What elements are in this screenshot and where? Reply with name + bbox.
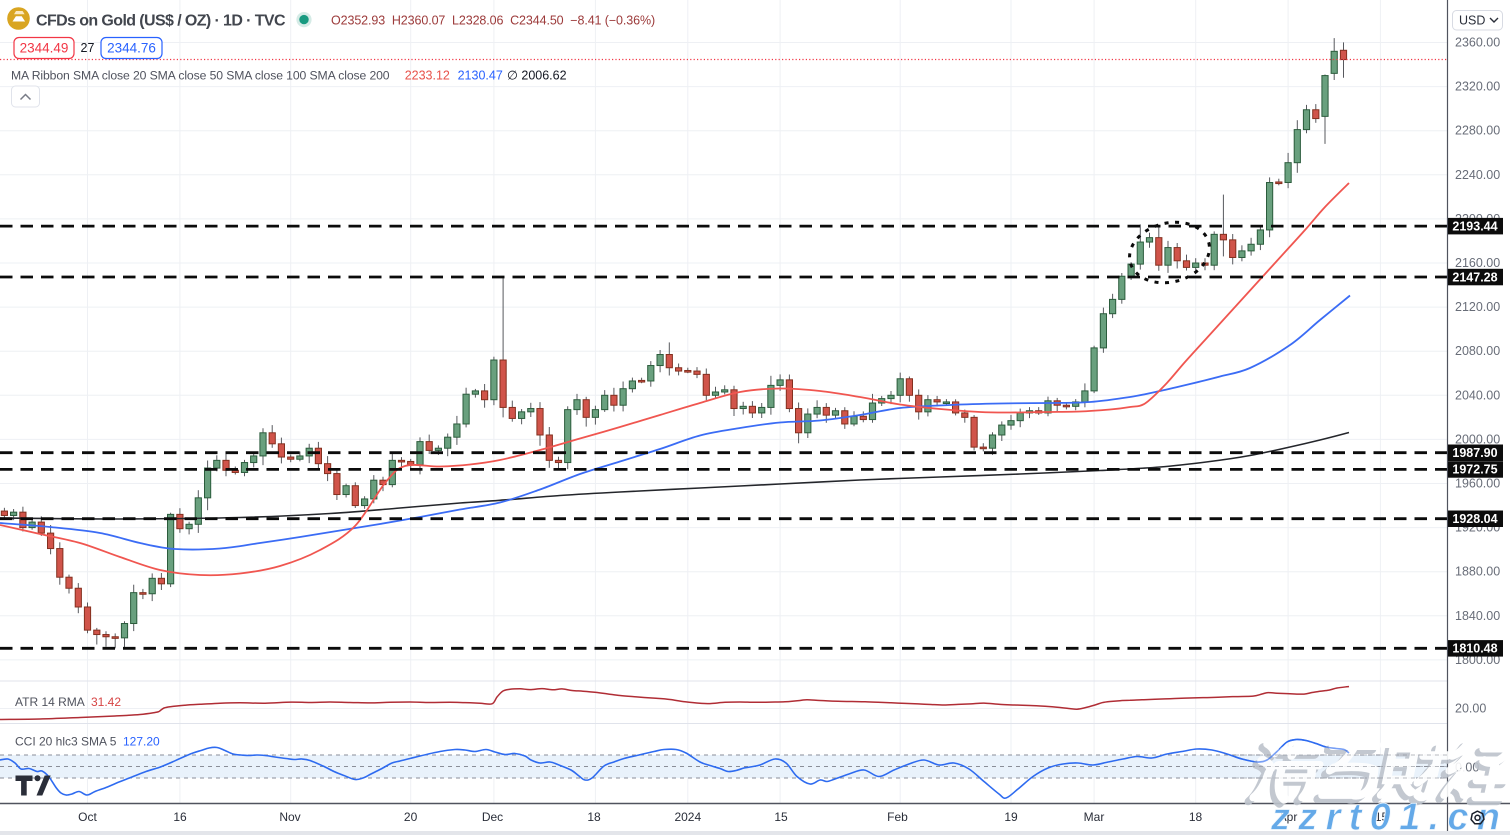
svg-text:1880.00: 1880.00 xyxy=(1455,565,1500,579)
svg-text:15: 15 xyxy=(774,810,788,824)
svg-text:2080.00: 2080.00 xyxy=(1455,344,1500,358)
svg-text:127.20: 127.20 xyxy=(123,735,160,749)
svg-text:2240.00: 2240.00 xyxy=(1455,168,1500,182)
svg-text:2000.00: 2000.00 xyxy=(1455,432,1500,446)
svg-text:15: 15 xyxy=(1375,810,1389,824)
svg-text:18: 18 xyxy=(1189,810,1203,824)
svg-text:2160.00: 2160.00 xyxy=(1455,256,1500,270)
svg-text:Mar: Mar xyxy=(1084,810,1105,824)
svg-text:Dec: Dec xyxy=(482,810,503,824)
svg-text:2280.00: 2280.00 xyxy=(1455,124,1500,138)
svg-text:2130.47: 2130.47 xyxy=(458,69,503,83)
svg-text:19: 19 xyxy=(1004,810,1018,824)
svg-text:2344.76: 2344.76 xyxy=(107,41,156,56)
svg-text:2024: 2024 xyxy=(674,810,701,824)
svg-text:1960.00: 1960.00 xyxy=(1455,477,1500,491)
svg-text:1972.75: 1972.75 xyxy=(1452,463,1497,477)
svg-text:27: 27 xyxy=(81,41,95,55)
svg-text:2344.49: 2344.49 xyxy=(20,41,69,56)
svg-text:Nov: Nov xyxy=(279,810,300,824)
svg-text:zzrt01.cn: zzrt01.cn xyxy=(1270,797,1508,836)
svg-text:∅ 2006.62: ∅ 2006.62 xyxy=(507,69,567,83)
svg-text:2040.00: 2040.00 xyxy=(1455,388,1500,402)
svg-text:20.00: 20.00 xyxy=(1455,702,1486,716)
svg-text:31.42: 31.42 xyxy=(91,695,121,709)
svg-text:CFDs on Gold (US$ / OZ) · 1D ·: CFDs on Gold (US$ / OZ) · 1D · TVC xyxy=(36,13,286,30)
svg-text:2120.00: 2120.00 xyxy=(1455,300,1500,314)
svg-text:2147.28: 2147.28 xyxy=(1452,270,1497,284)
svg-text:2233.12: 2233.12 xyxy=(405,69,450,83)
svg-text:MA Ribbon SMA close 20 SMA clo: MA Ribbon SMA close 20 SMA close 50 SMA … xyxy=(11,69,390,83)
svg-text:Oct: Oct xyxy=(78,810,97,824)
svg-text:1810.48: 1810.48 xyxy=(1452,642,1497,656)
svg-text:ATR 14 RMA: ATR 14 RMA xyxy=(15,695,85,709)
svg-text:Feb: Feb xyxy=(887,810,908,824)
svg-text:20: 20 xyxy=(404,810,418,824)
svg-text:CCI 20 hlc3 SMA 5: CCI 20 hlc3 SMA 5 xyxy=(15,735,117,749)
svg-text:USD: USD xyxy=(1459,14,1485,28)
svg-text:1987.90: 1987.90 xyxy=(1452,446,1497,460)
svg-text:18: 18 xyxy=(587,810,601,824)
svg-text:1928.04: 1928.04 xyxy=(1452,512,1497,526)
svg-text:2320.00: 2320.00 xyxy=(1455,80,1500,94)
svg-text:Apr: Apr xyxy=(1279,810,1298,824)
svg-text:2360.00: 2360.00 xyxy=(1455,36,1500,50)
svg-text:O2352.93 H2360.07 L2328.06: O2352.93 H2360.07 L2328.06 C2344.50 −8.4… xyxy=(331,13,655,27)
svg-text:2193.44: 2193.44 xyxy=(1452,219,1497,233)
svg-text:1840.00: 1840.00 xyxy=(1455,609,1500,623)
svg-text:16: 16 xyxy=(173,810,187,824)
